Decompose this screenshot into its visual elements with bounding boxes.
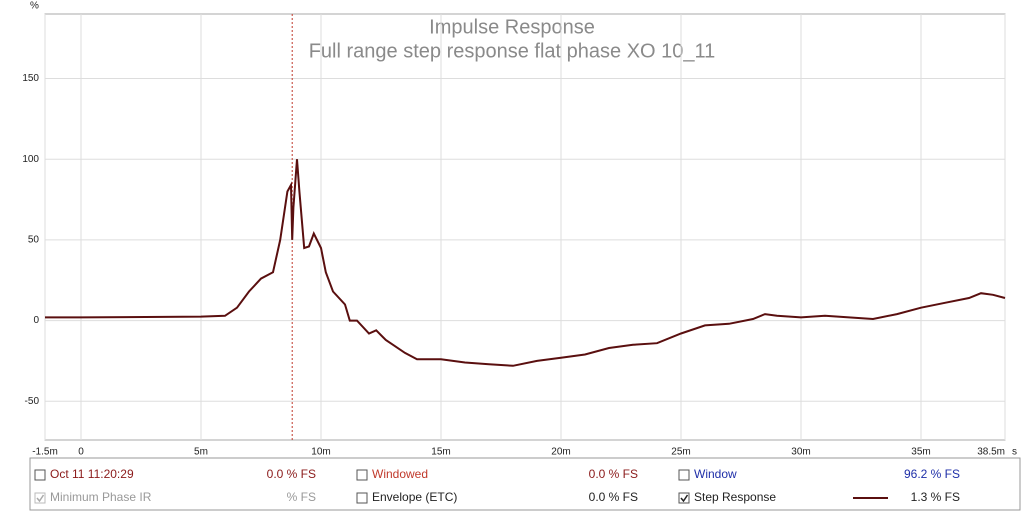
y-tick-label: 50	[28, 235, 40, 246]
legend-value: 0.0 % FS	[589, 467, 638, 481]
x-tick-label: 15m	[431, 447, 450, 458]
y-tick-label: 100	[22, 154, 39, 165]
x-tick-label: 0	[78, 447, 84, 458]
x-tick-label: 5m	[194, 447, 208, 458]
series-line	[45, 159, 1006, 367]
legend-label[interactable]: Windowed	[372, 467, 428, 481]
legend-label[interactable]: Envelope (ETC)	[372, 490, 457, 504]
x-unit: s	[1012, 447, 1017, 458]
checkbox[interactable]	[34, 469, 46, 481]
checkbox[interactable]	[34, 492, 46, 504]
chart-subtitle: Full range step response flat phase XO 1…	[309, 40, 716, 62]
x-tick-label: 38.5m	[977, 447, 1005, 458]
x-tick-label: -1.5m	[32, 447, 58, 458]
checkmark	[680, 494, 689, 503]
checkmark	[36, 494, 45, 503]
legend-label[interactable]: Minimum Phase IR	[50, 490, 152, 504]
legend-label[interactable]: Step Response	[694, 490, 776, 504]
checkbox[interactable]	[356, 492, 368, 504]
checkbox[interactable]	[678, 492, 690, 504]
chart-title: Impulse Response	[429, 16, 595, 38]
x-tick-label: 20m	[551, 447, 570, 458]
x-tick-label: 10m	[311, 447, 330, 458]
y-tick-label: -50	[25, 396, 40, 407]
legend-panel	[29, 457, 1021, 511]
checkbox[interactable]	[678, 469, 690, 481]
x-tick-label: 25m	[671, 447, 690, 458]
checkbox[interactable]	[356, 469, 368, 481]
y-unit: %	[30, 1, 39, 12]
legend-label[interactable]: Window	[694, 467, 737, 481]
x-tick-label: 30m	[791, 447, 810, 458]
legend-value: 1.3 % FS	[911, 490, 960, 504]
legend-value: % FS	[287, 490, 316, 504]
plot-area	[44, 13, 1006, 441]
legend-value: 0.0 % FS	[589, 490, 638, 504]
y-tick-label: 150	[22, 73, 39, 84]
legend-label[interactable]: Oct 11 11:20:29	[50, 467, 134, 481]
legend-value: 0.0 % FS	[267, 467, 316, 481]
legend-value: 96.2 % FS	[904, 467, 960, 481]
x-tick-label: 35m	[911, 447, 930, 458]
y-tick-label: 0	[33, 315, 39, 326]
